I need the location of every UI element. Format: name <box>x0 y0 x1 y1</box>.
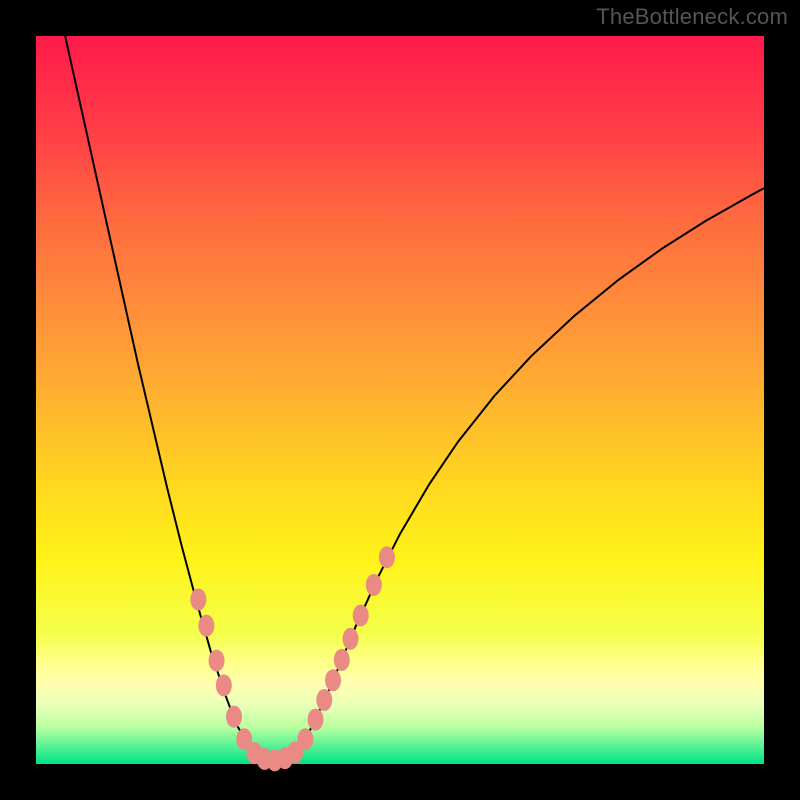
curve-marker <box>226 706 242 728</box>
plot-background <box>36 36 764 764</box>
chart-svg <box>0 0 800 800</box>
curve-marker <box>366 574 382 596</box>
curve-marker <box>308 709 324 731</box>
curve-marker <box>343 628 359 650</box>
curve-marker <box>190 588 206 610</box>
curve-marker <box>379 546 395 568</box>
chart-container: TheBottleneck.com <box>0 0 800 800</box>
curve-marker <box>297 728 313 750</box>
curve-marker <box>353 604 369 626</box>
curve-marker <box>209 650 225 672</box>
curve-marker <box>216 674 232 696</box>
curve-marker <box>334 649 350 671</box>
curve-marker <box>316 689 332 711</box>
curve-marker <box>325 669 341 691</box>
curve-marker <box>198 615 214 637</box>
watermark-text: TheBottleneck.com <box>596 4 788 30</box>
